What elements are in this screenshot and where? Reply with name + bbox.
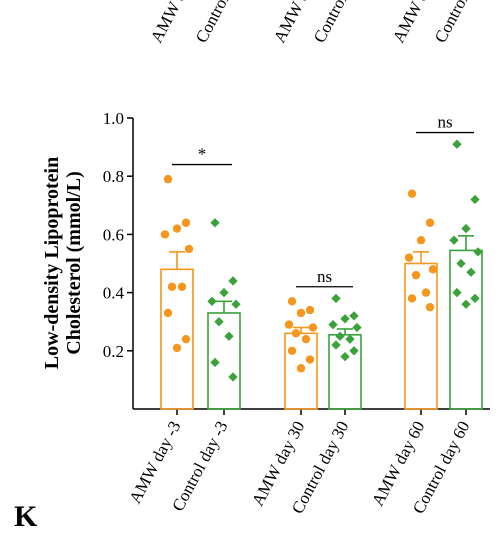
data-point	[461, 299, 471, 309]
y-tick-label: 1.0	[103, 109, 124, 128]
data-point	[407, 294, 417, 303]
data-point	[210, 357, 220, 368]
top-category-label: AMW da	[389, 0, 436, 46]
panel-letter: K	[14, 500, 38, 533]
data-point	[181, 218, 191, 227]
data-point	[214, 317, 224, 327]
data-point	[331, 340, 341, 350]
y-tick-label: 0.2	[103, 342, 124, 361]
data-point	[172, 343, 182, 353]
data-point	[163, 308, 173, 318]
bar	[404, 262, 438, 410]
data-point	[340, 351, 350, 362]
significance-label: ns	[437, 113, 452, 132]
data-point	[177, 282, 187, 291]
data-point	[404, 253, 414, 262]
data-point	[301, 334, 311, 344]
data-point	[421, 288, 431, 297]
data-points	[160, 139, 483, 382]
data-point	[456, 258, 466, 269]
data-point	[335, 331, 345, 341]
data-point	[296, 364, 306, 373]
top-category-label: AMW d	[147, 0, 190, 46]
data-point	[340, 314, 350, 324]
data-point	[473, 247, 483, 257]
y-axis-label-line2: Cholesterol (mmol/L)	[63, 171, 85, 355]
significance-label: ns	[317, 267, 332, 286]
data-point	[425, 302, 435, 312]
data-point	[407, 189, 417, 198]
top-category-label: Control da	[431, 0, 482, 46]
data-point	[416, 236, 426, 245]
y-axis-label: Low-density Lipoprotein Cholesterol (mmo…	[41, 157, 85, 369]
y-tick-label: 0.8	[103, 167, 124, 186]
data-point	[163, 174, 173, 184]
error-bars	[169, 235, 474, 335]
data-point	[411, 270, 421, 280]
data-point	[352, 322, 362, 333]
data-point	[228, 276, 238, 286]
y-tick-label: 0.6	[103, 225, 124, 244]
data-point	[207, 296, 217, 306]
data-point	[466, 267, 476, 277]
data-point	[228, 372, 238, 382]
data-point	[452, 287, 462, 298]
data-point	[470, 293, 480, 304]
data-point	[167, 282, 177, 291]
y-tick-label: 0.4	[103, 284, 125, 303]
data-point	[308, 323, 318, 332]
y-axis-label-line1: Low-density Lipoprotein	[41, 157, 63, 369]
data-point	[181, 334, 191, 344]
data-point	[210, 218, 220, 228]
data-point	[296, 308, 306, 318]
data-point	[428, 265, 438, 274]
data-point	[287, 297, 297, 306]
data-point	[345, 334, 355, 344]
top-category-label: AMW da	[270, 0, 317, 46]
data-point	[172, 224, 182, 233]
bar	[449, 249, 483, 410]
data-point	[284, 320, 294, 329]
significance-label: *	[198, 145, 207, 164]
data-point	[291, 329, 301, 338]
data-point	[328, 319, 338, 330]
data-point	[224, 331, 234, 341]
data-point	[231, 299, 241, 309]
data-point	[349, 311, 359, 321]
data-point	[305, 305, 315, 315]
data-point	[461, 223, 471, 234]
data-point	[449, 235, 459, 245]
data-point	[184, 244, 194, 254]
data-point	[425, 218, 435, 227]
significance-annotations: * ns ns	[172, 113, 474, 288]
data-point	[470, 194, 480, 205]
data-point	[452, 139, 462, 149]
top-category-label: Control d	[192, 0, 239, 46]
data-point	[287, 346, 297, 355]
data-point	[219, 287, 229, 298]
data-point	[331, 293, 341, 304]
data-point	[160, 230, 170, 239]
data-point	[305, 355, 315, 364]
data-point	[349, 346, 359, 356]
top-category-label: Control da	[310, 0, 361, 46]
